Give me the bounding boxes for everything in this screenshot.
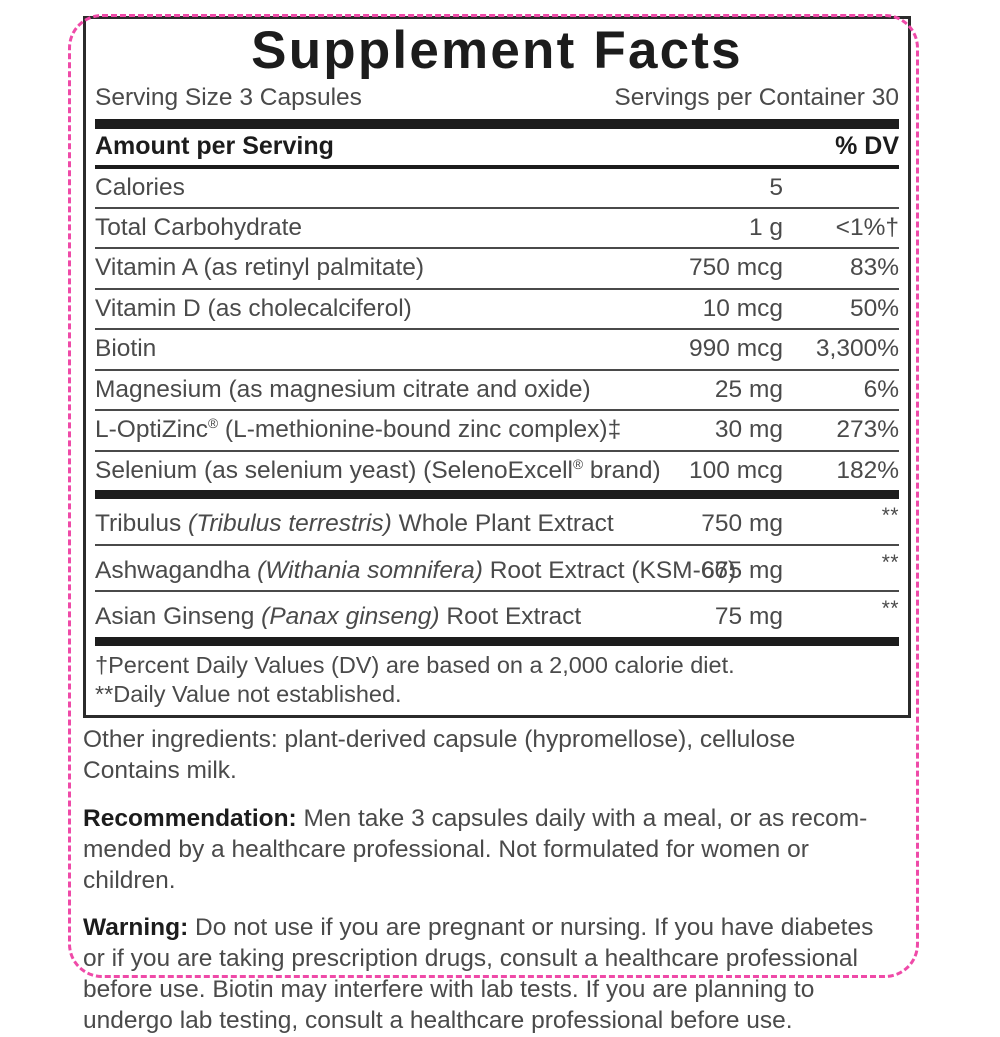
nutrient-percent-dv: 273% [783, 409, 899, 451]
footnote-daily-values: †Percent Daily Values (DV) are based on … [95, 651, 735, 678]
footnote-box: †Percent Daily Values (DV) are based on … [95, 636, 899, 715]
nutrient-name: Biotin [95, 328, 647, 370]
supplementary-text: Other ingredients: plant-derived capsule… [83, 718, 911, 1037]
nutrient-name: L-OptiZinc® (L-methionine-bound zinc com… [95, 409, 647, 451]
nutrient-percent-dv: <1%† [783, 206, 899, 249]
recommendation-label: Recommendation: [83, 804, 297, 832]
nutrient-percent-dv [783, 169, 899, 208]
nutrient-amount: 750 mcg [647, 247, 783, 289]
footnote-dv-not-established: **Daily Value not established. [95, 680, 402, 707]
page-title: Supplement Facts [251, 21, 743, 80]
warning-line-1: Do not use if you are pregnant or nursin… [188, 914, 874, 942]
table-row: Total Carbohydrate 1 g <1%† [95, 206, 899, 249]
nutrient-name: Vitamin D (as cholecalciferol) [95, 287, 647, 330]
nutrient-amount: 750 mg [647, 490, 783, 545]
recommendation-line-1: Men take 3 capsules daily with a meal, o… [296, 804, 868, 832]
table-row: Magnesium (as magnesium citrate and oxid… [95, 368, 899, 410]
table-row: Vitamin A (as retinyl palmitate) 750 mcg 8… [95, 247, 899, 289]
registered-trademark-icon: ® [208, 416, 219, 431]
table-row: Asian Ginseng (Panax ginseng) Root Extra… [95, 590, 899, 637]
table-row: Calories 5 [95, 169, 899, 208]
recommendation-text: Recommendation: Men take 3 capsules dail… [83, 804, 911, 897]
facts-box: Supplement Facts Serving Size 3 Capsules… [83, 16, 911, 719]
nutrient-name: Magnesium (as magnesium citrate and oxid… [95, 368, 647, 410]
nutrient-percent-dv: ** [783, 490, 899, 545]
rule-med-under-header [95, 164, 899, 169]
nutrient-name: Total Carbohydrate [95, 206, 647, 249]
nutrient-percent-dv: ** [783, 590, 899, 637]
nutrient-amount: 30 mg [647, 409, 783, 451]
percent-dv-label: % DV [835, 131, 899, 160]
amount-per-serving-header: Amount per Serving % DV [95, 129, 899, 165]
nutrient-amount: 1 g [647, 206, 783, 249]
serving-size-label: Serving Size 3 Capsules [95, 83, 362, 111]
table-row: Vitamin D (as cholecalciferol) 10 mcg 50% [95, 287, 899, 330]
scientific-name: (Tribulus terrestris) [188, 510, 392, 538]
amount-per-serving-label: Amount per Serving [95, 131, 334, 160]
nutrient-amount: 675 mg [647, 543, 783, 592]
nutrient-percent-dv: 6% [783, 368, 899, 410]
nutrient-amount: 5 [769, 173, 783, 201]
nutrient-amount: 10 mcg [647, 287, 783, 330]
warning-line-3: before use. Biotin may interfere with la… [83, 976, 815, 1004]
warning-line-2: or if you are taking prescription drugs,… [83, 945, 858, 973]
table-row: Ashwagandha (Withania somnifera) Root Ex… [95, 543, 899, 592]
nutrient-percent-dv: 182% [783, 449, 899, 495]
nutrient-percent-dv: 83% [783, 247, 899, 289]
table-row: Selenium (as selenium yeast) (SelenoExce… [95, 449, 899, 495]
table-row: Tribulus (Tribulus terrestris) Whole Pla… [95, 490, 899, 545]
warning-line-4: undergo lab testing, consult a healthcar… [83, 1006, 793, 1034]
nutrient-percent-dv: ** [783, 543, 899, 592]
scientific-name: (Withania somnifera) [257, 556, 483, 584]
rule-thick-top [95, 118, 899, 129]
nutrient-amount: 990 mcg [647, 328, 783, 370]
nutrient-amount: 75 mg [647, 590, 783, 637]
nutrient-percent-dv: 50% [783, 287, 899, 330]
recommendation-line-3: children. [83, 866, 176, 894]
other-ingredients-text: Other ingredients: plant-derived capsule… [83, 726, 796, 754]
table-row: L-OptiZinc® (L-methionine-bound zinc com… [95, 409, 899, 451]
nutrient-amount: 100 mcg [647, 449, 783, 495]
nutrient-name: Ashwagandha (Withania somnifera) Root Ex… [95, 543, 736, 592]
recommendation-line-2: mended by a healthcare professional. Not… [83, 835, 809, 863]
warning-label: Warning: [83, 914, 189, 942]
nutrient-percent-dv: 3,300% [783, 328, 899, 370]
contains-allergen-text: Contains milk. [83, 756, 237, 784]
nutrient-name: Vitamin A (as retinyl palmitate) [95, 247, 647, 289]
supplement-facts-panel: Supplement Facts Serving Size 3 Capsules… [83, 16, 911, 1037]
servings-per-container-label: Servings per Container 30 [614, 83, 899, 111]
nutrient-name: Calories [95, 173, 185, 201]
registered-trademark-icon: ® [572, 456, 584, 472]
nutrient-name: Selenium (as selenium yeast) (SelenoExce… [95, 449, 661, 495]
nutrient-table: Calories 5 Total Carbohydrate 1 g <1%† Vitami… [95, 169, 899, 637]
warning-text: Warning: Do not use if you are pregnant … [83, 913, 911, 1036]
serving-info-row: Serving Size 3 Capsules Servings per Con… [95, 79, 899, 119]
nutrient-name: Asian Ginseng (Panax ginseng) Root Extra… [95, 590, 647, 637]
table-row: Biotin 990 mcg 3,300% [95, 328, 899, 370]
nutrient-amount: 25 mg [647, 368, 783, 410]
nutrient-name: Tribulus (Tribulus terrestris) Whole Pla… [95, 490, 647, 545]
scientific-name: (Panax ginseng) [261, 603, 440, 631]
